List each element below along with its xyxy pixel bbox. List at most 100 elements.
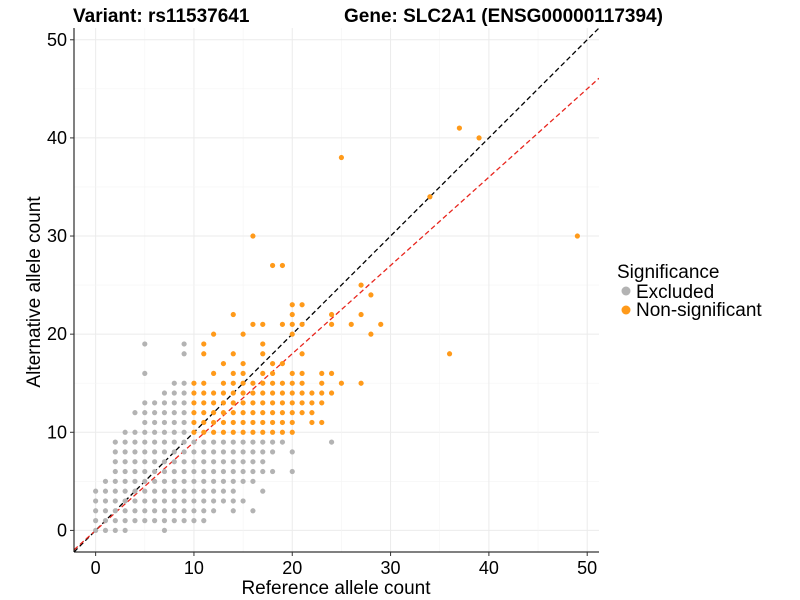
data-point-non-significant xyxy=(260,341,266,347)
data-point-non-significant xyxy=(299,400,305,406)
data-point-non-significant xyxy=(211,331,217,337)
data-point-excluded xyxy=(240,478,246,484)
grid-lines xyxy=(74,28,599,552)
data-point-excluded xyxy=(220,439,227,445)
data-point-excluded xyxy=(142,439,148,445)
legend-label-excluded: Excluded xyxy=(636,282,714,303)
data-point-non-significant xyxy=(279,321,286,327)
data-point-non-significant xyxy=(230,419,236,426)
data-point-excluded xyxy=(171,468,177,475)
data-point-non-significant xyxy=(240,410,246,416)
data-point-excluded xyxy=(211,439,217,445)
data-point-non-significant xyxy=(201,400,207,406)
data-point-excluded xyxy=(240,449,246,455)
data-point-non-significant xyxy=(260,380,266,386)
reference-lines xyxy=(74,28,599,552)
data-point-excluded xyxy=(201,488,207,494)
data-point-non-significant xyxy=(240,429,246,435)
data-point-non-significant xyxy=(201,341,207,347)
data-point-non-significant xyxy=(240,380,246,386)
data-point-excluded xyxy=(171,400,177,406)
data-point-excluded xyxy=(112,517,118,524)
data-point-excluded xyxy=(269,468,276,475)
data-point-non-significant xyxy=(260,410,266,416)
data-point-excluded xyxy=(161,468,168,475)
data-point-excluded xyxy=(142,419,148,426)
data-point-excluded xyxy=(93,517,99,524)
data-point-non-significant xyxy=(289,331,295,337)
data-point-non-significant xyxy=(368,292,374,298)
data-point-non-significant xyxy=(279,360,286,367)
data-point-excluded xyxy=(230,478,236,484)
data-point-excluded xyxy=(260,459,266,465)
data-point-excluded xyxy=(220,478,227,484)
data-point-non-significant xyxy=(299,380,305,386)
data-point-excluded xyxy=(132,439,138,445)
data-point-excluded xyxy=(93,488,99,494)
data-point-excluded xyxy=(122,508,128,514)
y-axis-label: Alternative allele count xyxy=(24,196,45,388)
data-point-non-significant xyxy=(250,321,256,327)
y-tick-label: 40 xyxy=(47,128,67,148)
data-point-excluded xyxy=(269,439,276,445)
data-point-excluded xyxy=(201,478,207,484)
data-point-excluded xyxy=(161,488,168,494)
data-point-excluded xyxy=(230,449,236,455)
data-point-non-significant xyxy=(250,400,256,406)
data-point-excluded xyxy=(142,410,148,416)
data-point-excluded xyxy=(289,449,295,455)
data-point-non-significant xyxy=(260,370,266,377)
data-point-non-significant xyxy=(279,262,286,269)
data-point-non-significant xyxy=(220,429,227,435)
data-point-excluded xyxy=(122,429,128,435)
data-point-excluded xyxy=(122,439,128,445)
data-point-non-significant xyxy=(269,410,276,416)
data-point-non-significant xyxy=(319,400,325,406)
data-point-non-significant xyxy=(309,410,315,416)
data-point-excluded xyxy=(161,517,168,524)
data-point-non-significant xyxy=(299,410,305,416)
data-point-non-significant xyxy=(211,400,217,406)
data-point-excluded xyxy=(181,341,187,347)
data-point-excluded xyxy=(132,449,138,455)
data-point-non-significant xyxy=(269,390,276,396)
data-point-excluded xyxy=(102,488,109,494)
data-point-non-significant xyxy=(250,429,256,435)
data-point-excluded xyxy=(142,459,148,465)
data-point-non-significant xyxy=(260,400,266,406)
data-point-excluded xyxy=(279,439,286,445)
data-point-non-significant xyxy=(240,360,246,367)
y-tick-label: 10 xyxy=(47,422,67,442)
data-point-excluded xyxy=(122,478,128,484)
data-point-excluded xyxy=(171,419,177,426)
data-point-excluded xyxy=(152,439,158,445)
data-point-excluded xyxy=(181,517,187,524)
data-point-excluded xyxy=(171,508,177,514)
legend: Significance Excluded Non-significant xyxy=(617,262,762,321)
data-point-excluded xyxy=(240,459,246,465)
data-point-non-significant xyxy=(250,410,256,416)
data-point-excluded xyxy=(152,468,158,475)
data-point-non-significant xyxy=(201,390,207,396)
data-point-non-significant xyxy=(230,370,236,377)
data-point-non-significant xyxy=(211,410,217,416)
data-point-non-significant xyxy=(230,351,236,357)
data-point-excluded xyxy=(161,527,168,534)
x-tick-label: 20 xyxy=(282,558,302,578)
data-point-excluded xyxy=(181,468,187,475)
data-point-excluded xyxy=(122,517,128,524)
data-point-non-significant xyxy=(240,390,246,396)
data-point-non-significant xyxy=(250,380,256,386)
data-point-non-significant xyxy=(269,262,276,269)
data-point-non-significant xyxy=(220,400,227,406)
data-point-non-significant xyxy=(191,380,197,386)
data-point-excluded xyxy=(220,498,227,504)
data-point-excluded xyxy=(211,468,217,475)
data-point-excluded xyxy=(112,478,118,484)
data-point-excluded xyxy=(152,478,158,484)
data-point-non-significant xyxy=(260,419,266,426)
data-point-excluded xyxy=(220,488,227,494)
data-point-excluded xyxy=(181,498,187,504)
data-point-excluded xyxy=(191,478,197,484)
data-point-excluded xyxy=(161,419,168,426)
